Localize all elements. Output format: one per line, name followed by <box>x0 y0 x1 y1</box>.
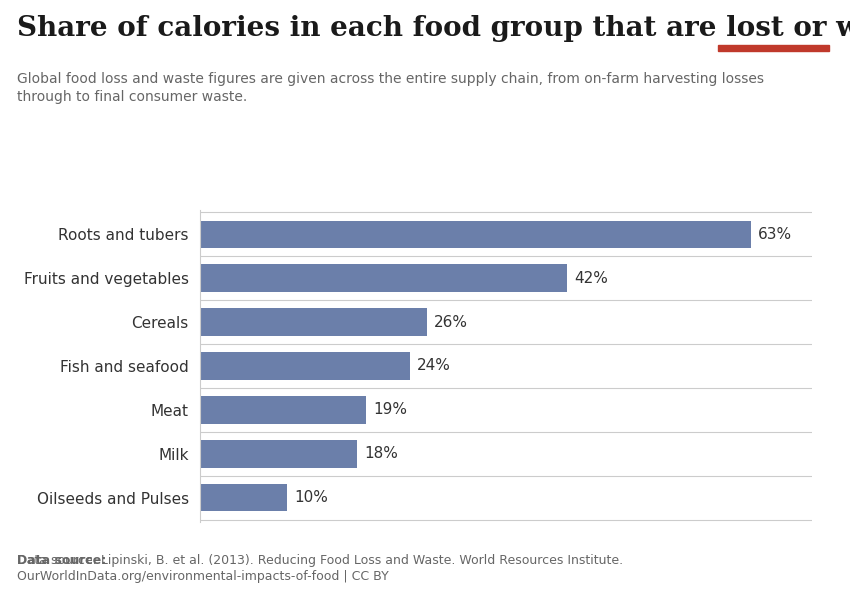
Bar <box>200 484 287 511</box>
Text: Data source:: Data source: <box>17 554 106 567</box>
Text: 24%: 24% <box>416 358 450 373</box>
Bar <box>200 308 427 335</box>
Bar <box>200 265 567 292</box>
Text: 18%: 18% <box>364 446 398 461</box>
Text: 42%: 42% <box>574 271 608 286</box>
Text: 63%: 63% <box>757 227 791 242</box>
Text: Our World
in Data: Our World in Data <box>740 11 807 40</box>
Bar <box>200 397 366 424</box>
Text: OurWorldInData.org/environmental-impacts-of-food | CC BY: OurWorldInData.org/environmental-impacts… <box>17 570 388 583</box>
Bar <box>718 46 829 51</box>
Bar <box>200 221 751 248</box>
Text: Share of calories in each food group that are lost or wasted: Share of calories in each food group tha… <box>17 15 850 42</box>
Text: 10%: 10% <box>294 490 328 505</box>
Text: Data source: Lipinski, B. et al. (2013). Reducing Food Loss and Waste. World Res: Data source: Lipinski, B. et al. (2013).… <box>17 554 623 567</box>
Text: Global food loss and waste figures are given across the entire supply chain, fro: Global food loss and waste figures are g… <box>17 72 764 104</box>
Text: 26%: 26% <box>434 314 468 329</box>
Bar <box>200 440 357 467</box>
Text: 19%: 19% <box>373 403 407 418</box>
Bar <box>200 352 410 380</box>
